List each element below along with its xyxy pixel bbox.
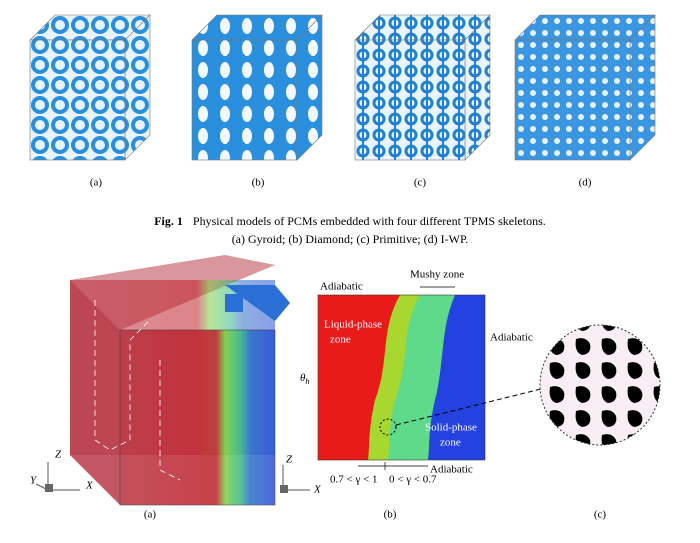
panel-label: (a): [144, 509, 157, 521]
theta: θ: [300, 372, 306, 384]
panel-label: (c): [594, 509, 607, 521]
caption-text: Physical models of PCMs embedded with fo…: [193, 214, 546, 228]
adiabatic-right: Adiabatic: [490, 332, 533, 344]
axis-y: Y: [30, 475, 38, 487]
solid-zone-label: zone: [440, 437, 461, 449]
theta-subscript: h: [305, 377, 309, 386]
solid-zone-label: Solid-phase: [425, 422, 477, 434]
axis-z: Z: [286, 454, 293, 466]
microstructure-zoom: [539, 324, 661, 446]
axis-x: X: [85, 480, 94, 492]
theta-label: θh: [300, 372, 309, 386]
panel-label: (a): [90, 177, 103, 189]
gamma-range: 0.7 < γ < 1: [330, 474, 378, 486]
panel-label: (c): [414, 177, 427, 189]
mushy-zone-label: Mushy zone: [410, 269, 464, 281]
panel-label: (b): [252, 177, 265, 189]
panel-label: (d): [579, 177, 592, 189]
gamma-range: 0 < γ < 0.7: [389, 474, 437, 486]
adiabatic-bottom: Adiabatic: [430, 464, 473, 476]
liquid-zone-label: zone: [330, 334, 351, 346]
adiabatic-top: Adiabatic: [320, 281, 363, 293]
phase-diagram-2d: [317, 286, 546, 470]
liquid-zone-label: Liquid-phase: [324, 319, 382, 331]
caption-number: Fig. 1: [154, 214, 183, 228]
panel-label: (b): [384, 509, 397, 521]
caption: Fig. 1 Physical models of PCMs embedded w…: [154, 214, 546, 228]
phase-box-3d: [35, 255, 310, 506]
tpms-cubes: [29, 14, 656, 161]
axis-z: Z: [55, 449, 62, 461]
axis-x: X: [313, 484, 322, 496]
caption-subtext: (a) Gyroid; (b) Diamond; (c) Primitive; …: [232, 232, 469, 246]
